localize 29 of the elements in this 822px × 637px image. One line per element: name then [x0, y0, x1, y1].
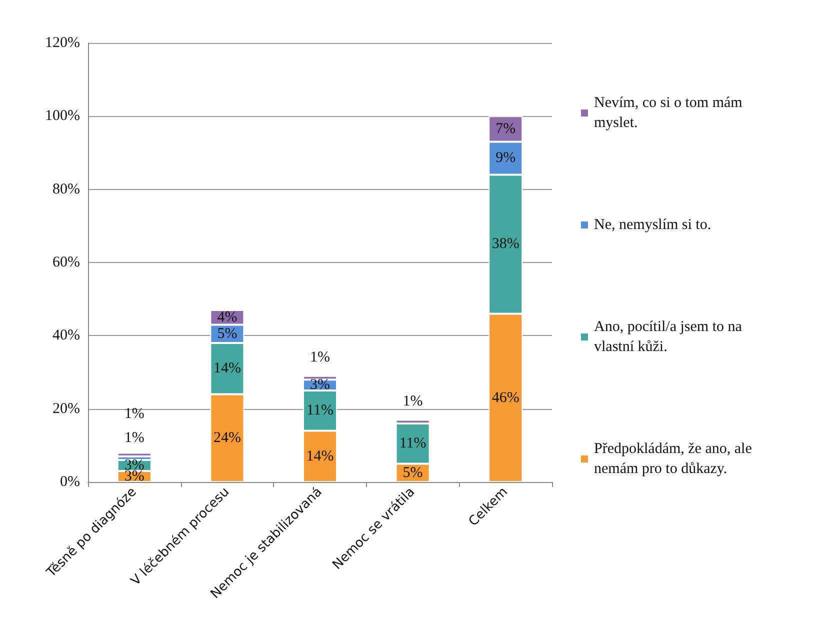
- legend-label: Nevím, co si o tom mám myslet.: [594, 95, 746, 131]
- y-tick-label: 120%: [45, 35, 80, 51]
- data-label: 9%: [496, 150, 516, 166]
- data-label: 4%: [217, 309, 238, 326]
- data-label: 14%: [213, 360, 241, 377]
- data-label: 11%: [399, 436, 426, 452]
- legend-label: Ne, nemyslím si to.: [594, 217, 712, 233]
- y-tick-label: 40%: [52, 328, 80, 344]
- data-label: 1%: [124, 430, 144, 446]
- data-label: 3%: [310, 377, 330, 394]
- legend-label: Předpokládám, že ano, ale nemám pro to důkazy.: [594, 441, 756, 477]
- data-label: 14%: [306, 448, 334, 464]
- data-label: 46%: [492, 390, 520, 406]
- data-label: 7%: [496, 120, 516, 137]
- y-tick-label: 100%: [45, 108, 80, 124]
- data-label: 11%: [306, 402, 334, 419]
- data-label: 24%: [213, 430, 241, 446]
- y-tick-label: 80%: [52, 181, 80, 198]
- data-label: 1%: [402, 393, 423, 410]
- data-label: 5%: [217, 326, 238, 342]
- bar: [117, 452, 152, 456]
- data-label: 5%: [402, 464, 423, 481]
- legend-label: Ano, pocítil/a jsem to na vlastní kůži.: [594, 319, 746, 355]
- data-label: 1%: [124, 406, 144, 422]
- y-tick-label: 0%: [60, 474, 80, 490]
- data-label: 1%: [310, 349, 330, 366]
- y-tick-label: 60%: [52, 254, 80, 270]
- data-label: 38%: [492, 236, 520, 252]
- y-tick-label: 20%: [52, 400, 80, 417]
